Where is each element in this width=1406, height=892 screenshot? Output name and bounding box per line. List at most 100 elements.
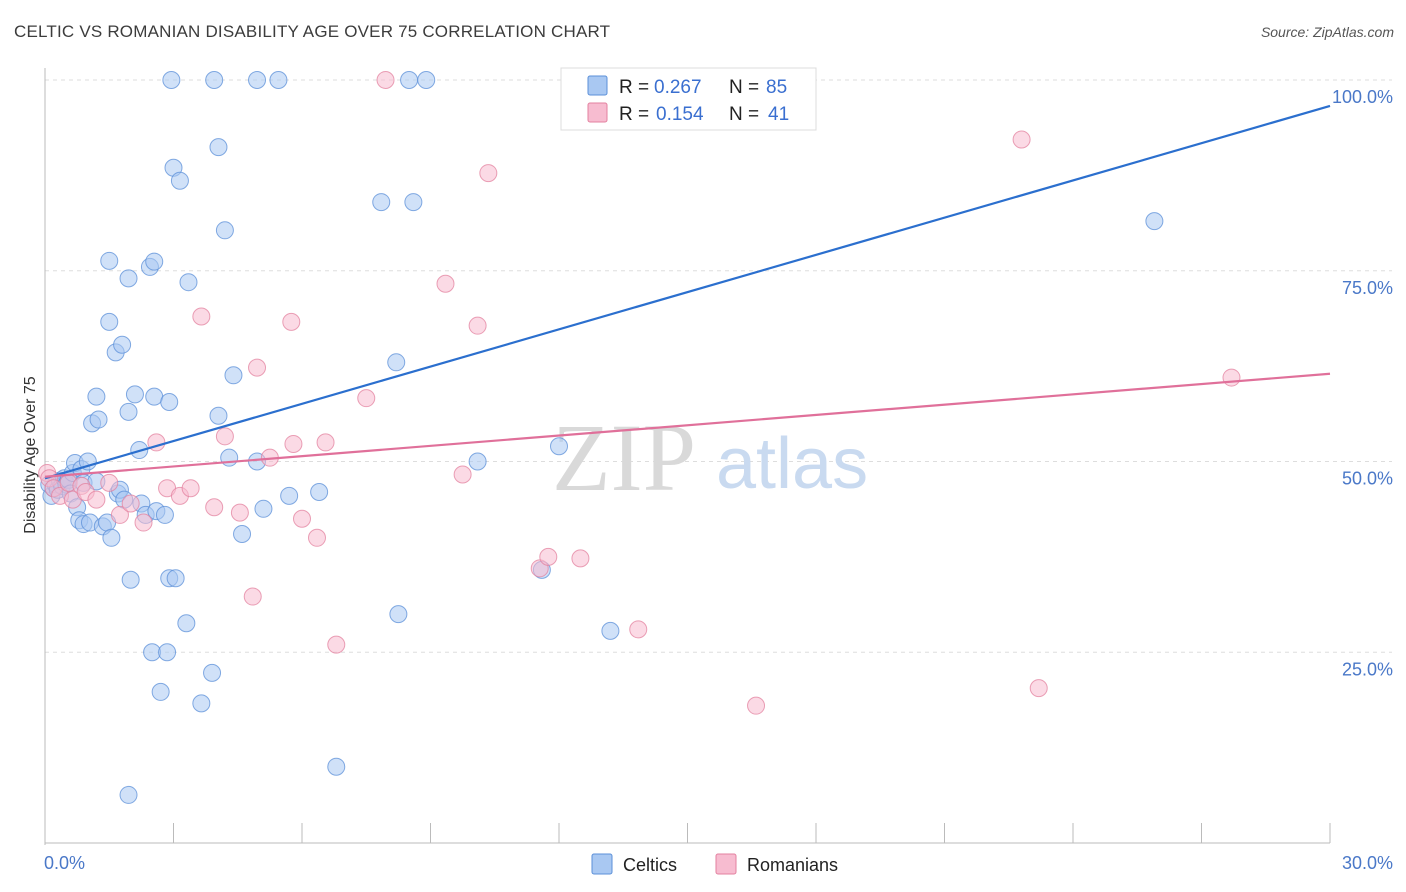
romanians-point — [629, 620, 648, 639]
celtics-point — [100, 312, 119, 331]
legend-n-label-celtics: N = — [729, 77, 759, 98]
series-romanians-points — [38, 71, 1241, 715]
celtics-point — [215, 221, 234, 240]
axes — [44, 68, 1331, 845]
romanians-point — [468, 316, 487, 335]
y-tick-label: 100.0% — [1332, 87, 1393, 107]
romanians-point — [1012, 130, 1031, 149]
romanians-point — [316, 433, 335, 452]
celtics-point — [224, 366, 243, 385]
celtics-point — [145, 387, 164, 406]
celtics-point — [177, 614, 196, 633]
legend-swatch-romanians — [587, 102, 608, 123]
romanians-point — [479, 164, 498, 183]
celtics-point — [400, 71, 419, 89]
romanians-point — [248, 358, 267, 377]
celtics-point — [372, 193, 391, 212]
correlation-legend: R = 0.267 N = 85 R = 0.154 N = 41 — [560, 67, 817, 131]
romanians-point — [215, 427, 234, 446]
celtics-point — [192, 694, 211, 713]
bottom-legend-swatch-celtics — [591, 853, 613, 875]
legend-r-label-celtics: R = — [619, 77, 649, 98]
legend-r-value-romanians: 0.154 — [656, 104, 704, 125]
celtics-point — [1145, 212, 1164, 231]
celtics-point — [254, 499, 273, 518]
celtics-point — [209, 138, 228, 157]
romanians-point — [230, 503, 249, 522]
romanians-point — [100, 473, 119, 492]
celtics-point — [310, 483, 329, 502]
romanians-point — [571, 549, 590, 568]
celtics-point — [119, 269, 138, 288]
celtics-point — [160, 392, 179, 411]
celtics-point — [89, 410, 108, 429]
celtics-point — [143, 643, 162, 662]
romanians-point — [192, 307, 211, 326]
legend-swatch-celtics — [587, 75, 608, 96]
celtics-trend-line — [44, 104, 1331, 480]
watermark: ZIP atlas — [552, 404, 868, 511]
celtics-point — [158, 643, 177, 662]
celtics-point — [389, 605, 408, 624]
romanians-point — [357, 389, 376, 408]
celtics-point — [170, 171, 189, 190]
legend-r-value-celtics: 0.267 — [654, 77, 702, 98]
romanians-point — [436, 274, 455, 293]
legend-n-value-celtics: 85 — [766, 77, 787, 98]
celtics-point — [205, 71, 224, 89]
romanians-trend-line — [44, 372, 1331, 478]
legend-r-label-romanians: R = — [619, 104, 649, 125]
celtics-point — [417, 71, 436, 89]
gridlines — [45, 79, 1392, 653]
celtics-point — [125, 385, 144, 404]
romanians-point — [284, 434, 303, 453]
bottom-legend-swatch-romanians — [715, 853, 737, 875]
trend-lines — [44, 104, 1331, 480]
watermark-atlas: atlas — [716, 424, 868, 504]
romanians-point — [453, 465, 472, 484]
celtics-point — [203, 663, 222, 682]
celtics-point — [550, 437, 568, 456]
celtics-point — [233, 524, 252, 543]
celtics-point — [280, 486, 299, 505]
legend-n-label-romanians: N = — [729, 104, 759, 125]
chart-title: CELTIC VS ROMANIAN DISABILITY AGE OVER 7… — [14, 22, 611, 41]
romanians-point — [1222, 368, 1241, 387]
romanians-point — [539, 547, 558, 566]
romanians-point — [307, 528, 326, 547]
tick-labels: 25.0% 50.0% 75.0% 100.0% 0.0% 30.0% — [44, 87, 1393, 873]
romanians-point — [87, 490, 106, 509]
series-legend: Celtics Romanians — [591, 853, 838, 875]
celtics-point — [220, 448, 239, 467]
romanians-point — [327, 635, 346, 654]
source-credit: Source: ZipAtlas.com — [1260, 24, 1394, 40]
romanians-point — [376, 71, 395, 89]
romanians-point — [181, 479, 200, 498]
celtics-point — [468, 452, 487, 471]
romanians-point — [282, 312, 301, 331]
celtics-point — [166, 569, 185, 588]
y-tick-label: 25.0% — [1342, 659, 1393, 679]
romanians-point — [747, 696, 766, 715]
celtics-point — [404, 193, 423, 212]
watermark-zip: ZIP — [552, 404, 696, 511]
legend-n-value-romanians: 41 — [768, 104, 789, 125]
romanians-point — [243, 587, 262, 606]
bottom-legend-romanians: Romanians — [747, 855, 838, 875]
celtics-point — [145, 252, 164, 271]
romanians-point — [293, 509, 311, 528]
celtics-point — [151, 682, 170, 701]
celtics-point — [102, 528, 121, 547]
celtics-point — [113, 335, 132, 354]
celtics-point — [121, 570, 140, 589]
celtics-point — [162, 71, 181, 89]
romanians-point — [110, 505, 129, 524]
celtics-point — [601, 621, 620, 640]
celtics-point — [155, 505, 174, 524]
celtics-point — [100, 251, 119, 270]
romanians-point — [121, 494, 140, 513]
celtics-point — [209, 406, 228, 425]
celtics-point — [387, 353, 406, 372]
y-tick-label: 75.0% — [1342, 278, 1393, 298]
celtics-point — [269, 71, 288, 89]
